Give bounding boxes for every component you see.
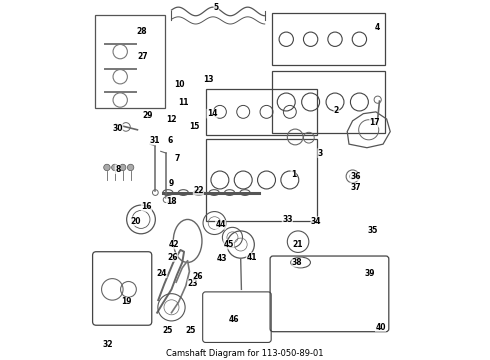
Text: 43: 43 — [217, 255, 227, 264]
Text: 38: 38 — [292, 258, 302, 267]
Text: 45: 45 — [223, 240, 234, 249]
Text: 37: 37 — [350, 183, 361, 192]
Text: 30: 30 — [112, 123, 123, 132]
Text: 42: 42 — [169, 240, 179, 249]
Text: 29: 29 — [142, 111, 153, 120]
Text: 14: 14 — [207, 109, 217, 118]
Text: 9: 9 — [169, 179, 174, 188]
Text: 27: 27 — [138, 52, 148, 61]
Bar — [205, 89, 317, 135]
Circle shape — [127, 164, 134, 171]
Text: 25: 25 — [163, 326, 173, 335]
Text: 18: 18 — [166, 197, 177, 206]
Text: 17: 17 — [369, 118, 380, 127]
Text: 19: 19 — [121, 297, 131, 306]
Text: 12: 12 — [166, 114, 177, 123]
Text: 26: 26 — [193, 272, 203, 281]
Text: 10: 10 — [174, 81, 185, 90]
Text: 28: 28 — [136, 27, 147, 36]
Text: 39: 39 — [365, 269, 375, 278]
Text: 21: 21 — [293, 240, 303, 249]
Text: 24: 24 — [156, 269, 167, 278]
Text: 1: 1 — [291, 170, 296, 179]
Text: 20: 20 — [130, 217, 141, 226]
Text: 40: 40 — [375, 323, 386, 332]
Text: 11: 11 — [178, 98, 189, 107]
Text: 26: 26 — [167, 253, 178, 262]
Circle shape — [120, 164, 126, 171]
Text: 25: 25 — [185, 326, 196, 335]
Text: 7: 7 — [174, 154, 179, 163]
Text: 15: 15 — [190, 122, 200, 131]
Text: 44: 44 — [216, 220, 226, 229]
Text: Camshaft Diagram for 113-050-89-01: Camshaft Diagram for 113-050-89-01 — [166, 349, 324, 358]
Bar — [205, 139, 317, 221]
Text: 32: 32 — [103, 341, 113, 350]
Text: 6: 6 — [167, 136, 172, 145]
Text: 41: 41 — [246, 253, 257, 262]
Text: 22: 22 — [193, 186, 204, 195]
Text: 5: 5 — [214, 3, 219, 12]
Bar — [272, 71, 385, 134]
Text: 13: 13 — [203, 75, 214, 84]
Text: 35: 35 — [367, 226, 377, 235]
Text: 33: 33 — [282, 215, 293, 224]
Text: 31: 31 — [149, 136, 160, 145]
Text: 23: 23 — [188, 279, 198, 288]
Text: 3: 3 — [318, 149, 323, 158]
Circle shape — [112, 164, 118, 171]
Bar — [95, 15, 165, 108]
Bar — [272, 13, 385, 65]
Circle shape — [104, 164, 110, 171]
Text: 16: 16 — [141, 202, 151, 211]
Text: 2: 2 — [334, 105, 339, 114]
Text: 46: 46 — [228, 315, 239, 324]
Text: 36: 36 — [350, 172, 361, 181]
Text: 8: 8 — [115, 165, 121, 174]
Text: 34: 34 — [311, 217, 321, 226]
Text: 4: 4 — [375, 23, 380, 32]
